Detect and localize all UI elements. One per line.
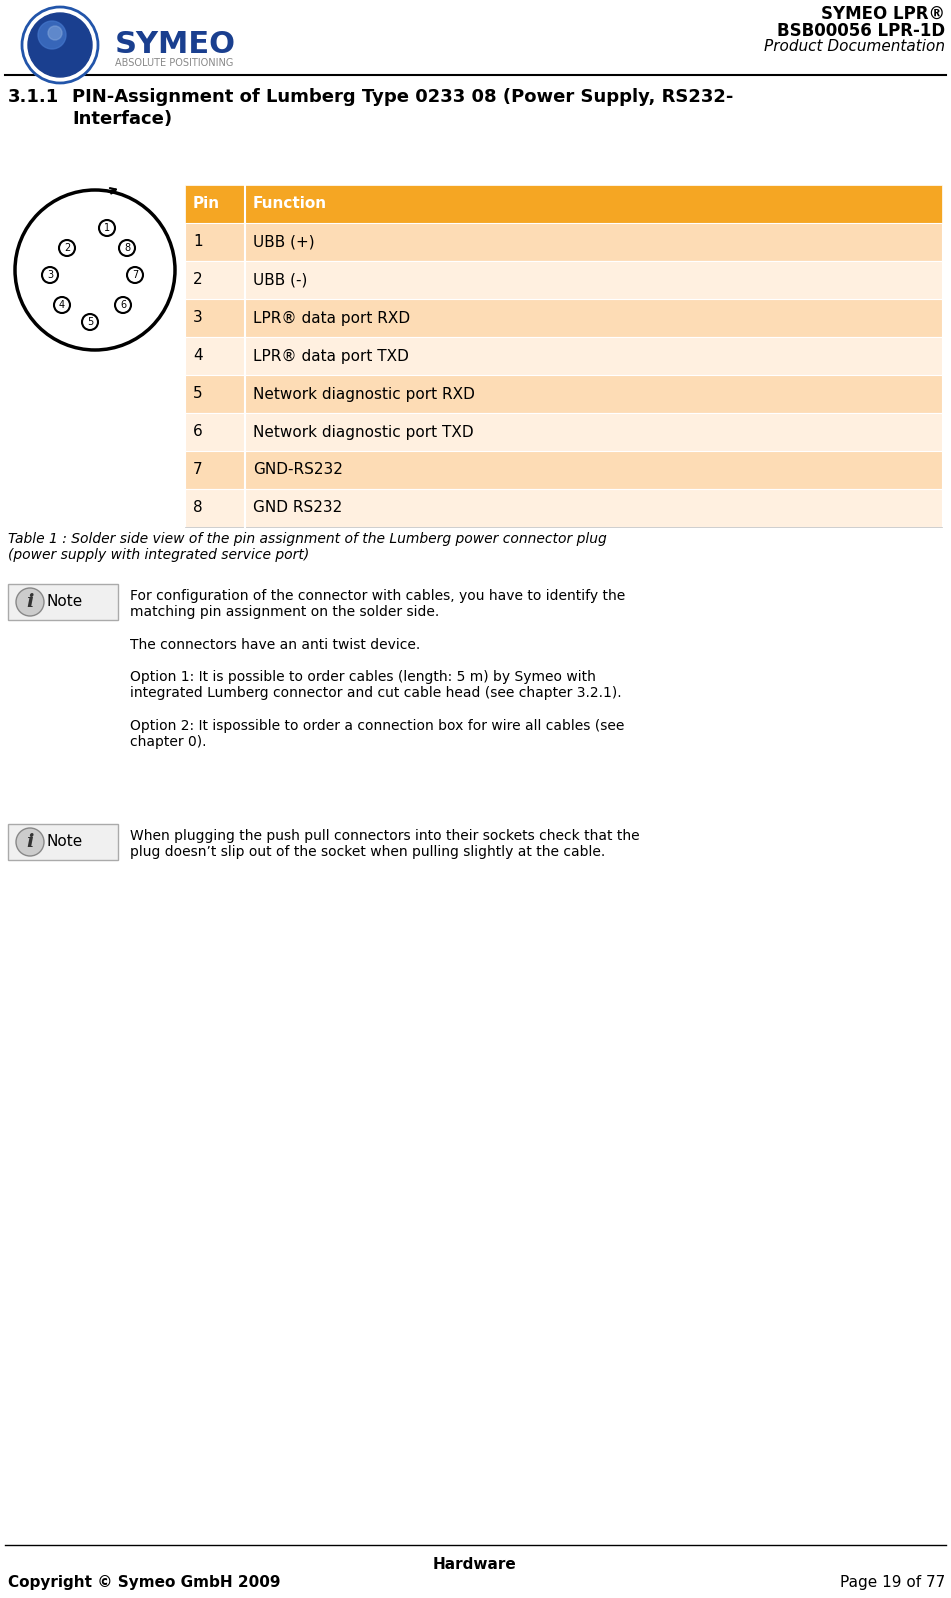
Circle shape [16,828,44,857]
Text: Function: Function [253,197,327,211]
Text: 8: 8 [193,500,203,516]
Text: 6: 6 [120,300,126,310]
Text: SYMEO LPR®: SYMEO LPR® [821,5,945,22]
Circle shape [22,6,98,83]
Text: i: i [27,593,33,610]
Text: UBB (+): UBB (+) [253,235,315,249]
Text: 4: 4 [193,348,203,363]
Text: Network diagnostic port RXD: Network diagnostic port RXD [253,387,475,401]
Text: Page 19 of 77: Page 19 of 77 [840,1576,945,1590]
FancyBboxPatch shape [185,376,942,412]
Text: i: i [27,833,33,852]
Text: SYMEO: SYMEO [115,30,236,59]
Text: 8: 8 [124,243,130,252]
Text: Product Documentation: Product Documentation [764,38,945,54]
Text: LPR® data port TXD: LPR® data port TXD [253,348,409,363]
FancyBboxPatch shape [185,337,942,376]
FancyBboxPatch shape [185,451,942,489]
Text: When plugging the push pull connectors into their sockets check that the
plug do: When plugging the push pull connectors i… [130,829,640,860]
Text: Table 1 : Solder side view of the pin assignment of the Lumberg power connector : Table 1 : Solder side view of the pin as… [8,532,607,562]
Text: Pin: Pin [193,197,220,211]
Text: Interface): Interface) [72,110,172,128]
Circle shape [38,21,66,50]
Text: 3: 3 [47,270,53,280]
Text: 5: 5 [193,387,203,401]
Text: 6: 6 [193,425,203,439]
Text: GND-RS232: GND-RS232 [253,462,343,478]
Text: 2: 2 [193,273,203,288]
Text: Copyright © Symeo GmbH 2009: Copyright © Symeo GmbH 2009 [8,1576,281,1590]
Text: Note: Note [47,594,83,609]
FancyBboxPatch shape [185,224,942,260]
Text: 7: 7 [193,462,203,478]
Text: Network diagnostic port TXD: Network diagnostic port TXD [253,425,474,439]
FancyBboxPatch shape [8,583,118,620]
Text: 2: 2 [64,243,70,252]
FancyBboxPatch shape [8,825,118,860]
Text: 1: 1 [193,235,203,249]
FancyBboxPatch shape [185,412,942,451]
Text: Hardware: Hardware [433,1556,517,1572]
Text: For configuration of the connector with cables, you have to identify the
matchin: For configuration of the connector with … [130,590,625,749]
Text: GND RS232: GND RS232 [253,500,342,516]
FancyBboxPatch shape [185,299,942,337]
Text: 7: 7 [132,270,138,280]
FancyBboxPatch shape [185,260,942,299]
Text: 3: 3 [193,310,203,326]
Circle shape [16,588,44,615]
Text: ABSOLUTE POSITIONING: ABSOLUTE POSITIONING [115,58,233,69]
Text: 5: 5 [87,316,93,328]
Text: LPR® data port RXD: LPR® data port RXD [253,310,410,326]
FancyBboxPatch shape [185,185,942,224]
Text: PIN-Assignment of Lumberg Type 0233 08 (Power Supply, RS232-: PIN-Assignment of Lumberg Type 0233 08 (… [72,88,733,105]
Text: 3.1.1: 3.1.1 [8,88,59,105]
FancyBboxPatch shape [185,489,942,527]
Text: 4: 4 [59,300,65,310]
Text: Note: Note [47,834,83,850]
Text: 1: 1 [104,224,110,233]
Circle shape [48,26,62,40]
Text: BSB00056 LPR-1D: BSB00056 LPR-1D [777,22,945,40]
Circle shape [28,13,92,77]
Text: UBB (-): UBB (-) [253,273,307,288]
